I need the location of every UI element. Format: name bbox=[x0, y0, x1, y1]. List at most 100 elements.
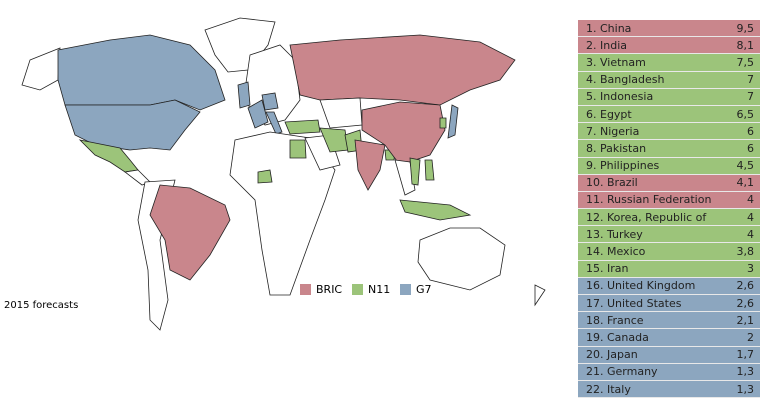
forecast-value: 8,1 bbox=[736, 38, 755, 52]
land bbox=[21, 47, 61, 91]
bric-country bbox=[289, 34, 516, 106]
forecast-value: 1,3 bbox=[736, 382, 755, 396]
legend-label: N11 bbox=[368, 283, 391, 296]
country-label: 20. Japan bbox=[586, 348, 638, 362]
forecast-value: 9,5 bbox=[736, 21, 755, 35]
g7-country bbox=[261, 92, 279, 111]
country-label: 10. Brazil bbox=[586, 176, 638, 190]
legend-swatch bbox=[352, 284, 363, 295]
g7-country bbox=[247, 99, 269, 129]
country-label: 15. Iran bbox=[586, 262, 629, 276]
table-row: 20. Japan 1,7 bbox=[578, 346, 760, 364]
forecast-value: 4,1 bbox=[736, 176, 755, 190]
table-row: 18. France 2,1 bbox=[578, 312, 760, 330]
legend-label: G7 bbox=[416, 283, 432, 296]
n11-country bbox=[284, 119, 321, 135]
legend-label: BRIC bbox=[316, 283, 343, 296]
forecast-value: 4 bbox=[747, 227, 754, 241]
country-label: 5. Indonesia bbox=[586, 90, 654, 104]
ranking-table: 1. China 9,5 2. India 8,1 3. Vietnam 7,5 4. Ba… bbox=[578, 20, 760, 399]
forecast-value: 4,5 bbox=[736, 159, 755, 173]
table-row: 17. United States 2,6 bbox=[578, 295, 760, 313]
country-label: 6. Egypt bbox=[586, 107, 632, 121]
n11-country bbox=[439, 117, 447, 129]
table-row: 3. Vietnam 7,5 bbox=[578, 54, 760, 72]
forecast-value: 2,1 bbox=[736, 313, 755, 327]
n11-country bbox=[399, 199, 472, 221]
forecast-value: 3 bbox=[747, 262, 754, 276]
country-label: 8. Pakistan bbox=[586, 141, 647, 155]
table-row: 15. Iran 3 bbox=[578, 260, 760, 278]
country-label: 11. Russian Federation bbox=[586, 193, 712, 207]
table-row: 14. Mexico 3,8 bbox=[578, 243, 760, 261]
legend-item: BRIC bbox=[300, 283, 342, 296]
table-row: 21. Germany 1,3 bbox=[578, 363, 760, 381]
table-row: 22. Italy 1,3 bbox=[578, 380, 760, 399]
land bbox=[417, 227, 506, 291]
g7-country bbox=[57, 34, 226, 111]
country-label: 7. Nigeria bbox=[586, 124, 640, 138]
forecast-value: 1,3 bbox=[736, 365, 755, 379]
forecast-value: 2,6 bbox=[736, 279, 755, 293]
table-row: 5. Indonesia 7 bbox=[578, 88, 760, 106]
forecast-value: 4 bbox=[747, 210, 754, 224]
forecast-value: 1,7 bbox=[736, 348, 755, 362]
forecast-value: 7,5 bbox=[736, 55, 755, 69]
country-label: 19. Canada bbox=[586, 330, 649, 344]
country-label: 12. Korea, Republic of bbox=[586, 210, 707, 224]
legend-item: N11 bbox=[352, 283, 390, 296]
g7-country bbox=[265, 111, 283, 135]
table-row: 19. Canada 2 bbox=[578, 329, 760, 347]
country-label: 9. Philippines bbox=[586, 159, 660, 173]
table-row: 1. China 9,5 bbox=[578, 20, 760, 38]
n11-country bbox=[257, 169, 273, 184]
bric-country bbox=[149, 184, 231, 281]
forecast-value: 6 bbox=[747, 124, 754, 138]
country-label: 17. United States bbox=[586, 296, 682, 310]
legend-swatch bbox=[300, 284, 311, 295]
forecast-value: 4 bbox=[747, 193, 754, 207]
forecast-value: 3,8 bbox=[736, 245, 755, 259]
forecast-value: 2 bbox=[747, 330, 754, 344]
table-row: 8. Pakistan 6 bbox=[578, 140, 760, 158]
country-label: 2. India bbox=[586, 38, 627, 52]
table-row: 10. Brazil 4,1 bbox=[578, 174, 760, 192]
g7-country bbox=[237, 81, 251, 109]
table-row: 9. Philippines 4,5 bbox=[578, 157, 760, 175]
table-row: 4. Bangladesh 7 bbox=[578, 71, 760, 89]
land bbox=[534, 284, 546, 307]
country-label: 22. Italy bbox=[586, 382, 631, 396]
forecast-value: 6 bbox=[747, 141, 754, 155]
caption: 2015 forecasts bbox=[4, 300, 79, 311]
table-row: 16. United Kingdom 2,6 bbox=[578, 277, 760, 295]
forecast-value: 2,6 bbox=[736, 296, 755, 310]
bric-country bbox=[354, 139, 386, 191]
bric-country bbox=[361, 101, 446, 166]
country-label: 1. China bbox=[586, 21, 632, 35]
country-label: 13. Turkey bbox=[586, 227, 643, 241]
land bbox=[319, 97, 363, 129]
country-label: 16. United Kingdom bbox=[586, 279, 696, 293]
n11-country bbox=[424, 159, 435, 181]
forecast-value: 7 bbox=[747, 90, 754, 104]
table-row: 11. Russian Federation 4 bbox=[578, 191, 760, 210]
n11-country bbox=[289, 139, 307, 159]
land bbox=[394, 159, 416, 196]
country-label: 3. Vietnam bbox=[586, 55, 646, 69]
country-label: 21. Germany bbox=[586, 365, 658, 379]
table-row: 6. Egypt 6,5 bbox=[578, 105, 760, 124]
world-map bbox=[21, 17, 546, 331]
country-label: 14. Mexico bbox=[586, 245, 646, 259]
legend-item: G7 bbox=[400, 283, 432, 296]
forecast-value: 6,5 bbox=[736, 107, 755, 121]
table-row: 12. Korea, Republic of 4 bbox=[578, 209, 760, 227]
table-row: 7. Nigeria 6 bbox=[578, 123, 760, 141]
forecast-value: 7 bbox=[747, 73, 754, 87]
legend-swatch bbox=[400, 284, 411, 295]
country-label: 4. Bangladesh bbox=[586, 73, 665, 87]
g7-country bbox=[447, 104, 459, 139]
n11-country bbox=[409, 157, 421, 186]
table-row: 13. Turkey 4 bbox=[578, 226, 760, 244]
country-label: 18. France bbox=[586, 313, 644, 327]
